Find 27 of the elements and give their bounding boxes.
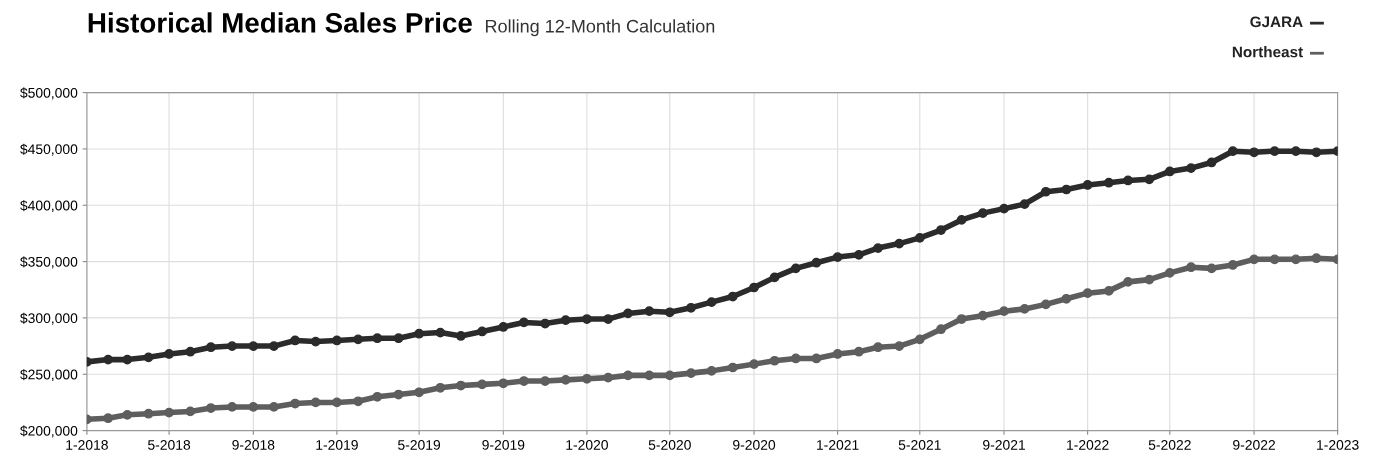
y-tick-label: $400,000	[20, 200, 78, 213]
legend-label: GJARA	[1250, 16, 1303, 28]
x-tick-label: 5-2018	[148, 439, 191, 450]
x-tick-label: 1-2020	[566, 439, 608, 450]
y-tick-label: $200,000	[20, 425, 78, 438]
x-tick-label: 1-2021	[817, 439, 859, 450]
x-tick-label: 1-2018	[66, 439, 108, 450]
x-tick-label: 1-2023	[1317, 439, 1359, 450]
y-tick-label: $450,000	[20, 143, 78, 156]
x-tick-label: 9-2022	[1233, 439, 1275, 450]
chart-subtitle: Rolling 12-Month Calculation	[485, 19, 715, 37]
x-tick-label: 5-2020	[648, 439, 691, 450]
x-tick-label: 9-2020	[733, 439, 776, 450]
x-tick-label: 1-2022	[1067, 439, 1109, 450]
y-tick-label: $500,000	[20, 87, 78, 100]
x-tick-label: 5-2021	[898, 439, 941, 450]
y-tick-label: $350,000	[20, 256, 78, 269]
x-tick-label: 9-2021	[983, 439, 1025, 450]
y-tick-label: $250,000	[20, 369, 78, 382]
chart-title: Historical Median Sales Price	[88, 12, 472, 33]
x-tick-label: 5-2019	[398, 439, 441, 450]
legend-label: Northeast	[1232, 46, 1303, 58]
x-tick-label: 9-2018	[232, 439, 275, 450]
y-tick-label: $300,000	[20, 312, 78, 325]
x-tick-label: 9-2019	[482, 439, 525, 450]
x-tick-label: 5-2022	[1148, 439, 1191, 450]
x-tick-label: 1-2019	[316, 439, 358, 450]
